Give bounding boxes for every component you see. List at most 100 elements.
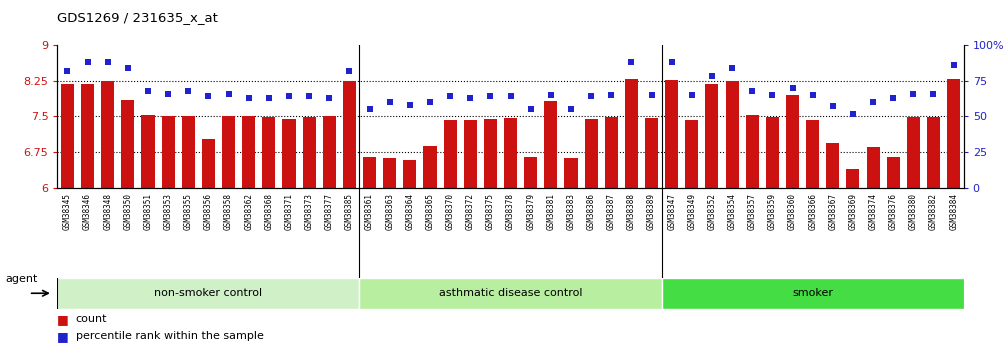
Point <box>664 59 680 65</box>
Point <box>885 95 901 101</box>
Bar <box>363 157 377 188</box>
Text: percentile rank within the sample: percentile rank within the sample <box>76 332 264 341</box>
Bar <box>645 118 659 188</box>
Bar <box>604 117 618 188</box>
Text: GSM38347: GSM38347 <box>668 193 676 229</box>
Point <box>563 107 579 112</box>
Text: agent: agent <box>5 275 37 284</box>
Text: GSM38361: GSM38361 <box>366 193 374 229</box>
Bar <box>765 117 779 188</box>
Point <box>744 88 760 93</box>
Bar <box>662 278 964 309</box>
Text: non-smoker control: non-smoker control <box>154 288 263 298</box>
Bar <box>484 119 497 188</box>
Point <box>442 93 458 99</box>
Point <box>865 99 881 105</box>
Bar <box>866 147 880 188</box>
Point <box>100 59 116 65</box>
Point <box>825 104 841 109</box>
Text: GSM38351: GSM38351 <box>144 193 152 229</box>
Text: GSM38385: GSM38385 <box>345 193 353 229</box>
Text: GSM38354: GSM38354 <box>728 193 736 229</box>
Bar <box>424 146 436 188</box>
Point <box>200 93 217 99</box>
Text: GSM38349: GSM38349 <box>688 193 696 229</box>
Point <box>180 88 196 93</box>
Bar <box>201 139 215 188</box>
Bar <box>665 80 678 188</box>
Point <box>281 93 297 99</box>
Text: GSM38370: GSM38370 <box>446 193 454 229</box>
Text: GSM38378: GSM38378 <box>507 193 515 229</box>
Point <box>321 95 337 101</box>
Bar <box>745 116 758 188</box>
Point <box>221 91 237 96</box>
Point <box>905 91 921 96</box>
Text: GSM38357: GSM38357 <box>748 193 756 229</box>
Bar <box>57 278 359 309</box>
Text: GSM38380: GSM38380 <box>909 193 917 229</box>
Text: GSM38360: GSM38360 <box>788 193 797 229</box>
Text: GSM38389: GSM38389 <box>648 193 656 229</box>
Text: GSM38356: GSM38356 <box>204 193 212 229</box>
Point <box>362 107 378 112</box>
Text: smoker: smoker <box>793 288 833 298</box>
Bar <box>181 117 195 188</box>
Text: GSM38372: GSM38372 <box>466 193 474 229</box>
Bar <box>383 158 396 188</box>
Point <box>482 93 498 99</box>
Text: GSM38350: GSM38350 <box>124 193 132 229</box>
Text: GSM38371: GSM38371 <box>285 193 293 229</box>
Point <box>502 93 519 99</box>
Text: GSM38366: GSM38366 <box>809 193 817 229</box>
Text: GSM38346: GSM38346 <box>84 193 92 229</box>
Point <box>59 68 76 73</box>
Point <box>402 102 418 108</box>
Point <box>80 59 96 65</box>
Point <box>382 99 398 105</box>
Bar <box>524 157 538 188</box>
Bar <box>242 117 256 188</box>
Text: GSM38373: GSM38373 <box>305 193 313 229</box>
Bar <box>947 79 960 188</box>
Bar <box>624 79 638 188</box>
Bar <box>403 160 417 188</box>
Point <box>241 95 257 101</box>
Text: GDS1269 / 231635_x_at: GDS1269 / 231635_x_at <box>57 11 219 24</box>
Bar <box>222 117 235 188</box>
Text: GSM38358: GSM38358 <box>225 193 233 229</box>
Bar <box>282 119 296 188</box>
Point <box>845 111 861 116</box>
Bar <box>81 83 95 188</box>
Bar <box>685 120 699 188</box>
Bar <box>505 118 518 188</box>
Text: GSM38375: GSM38375 <box>486 193 494 229</box>
Bar <box>826 143 840 188</box>
Text: GSM38377: GSM38377 <box>325 193 333 229</box>
Bar <box>926 117 940 188</box>
Bar <box>121 100 134 188</box>
Point <box>261 95 277 101</box>
Point <box>623 59 639 65</box>
Text: ■: ■ <box>57 330 74 343</box>
Point <box>925 91 942 96</box>
Point <box>784 85 801 91</box>
Point <box>341 68 357 73</box>
Text: GSM38376: GSM38376 <box>889 193 897 229</box>
Bar <box>544 101 558 188</box>
Point <box>120 65 136 70</box>
Point <box>422 99 438 105</box>
Text: GSM38365: GSM38365 <box>426 193 434 229</box>
Point <box>160 91 176 96</box>
Bar <box>342 81 356 188</box>
Bar <box>141 116 155 188</box>
Point <box>583 93 599 99</box>
Point <box>805 92 821 98</box>
Point <box>724 65 740 70</box>
Point <box>543 92 559 98</box>
Bar <box>161 117 175 188</box>
Bar <box>443 120 456 188</box>
Text: GSM38388: GSM38388 <box>627 193 635 229</box>
Text: GSM38362: GSM38362 <box>245 193 253 229</box>
Bar <box>886 157 899 188</box>
